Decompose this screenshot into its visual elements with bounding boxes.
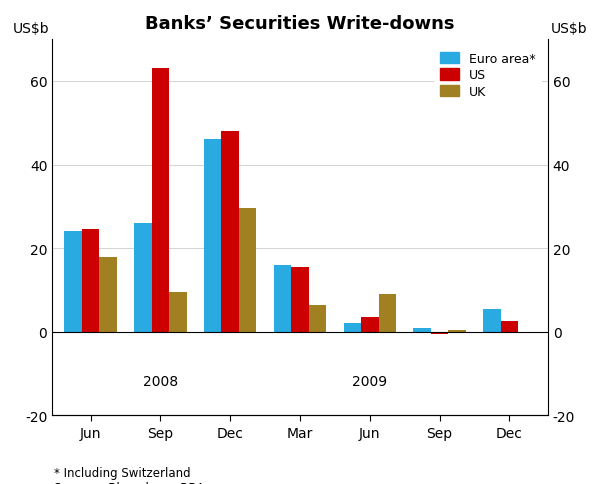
Text: US$b: US$b: [13, 22, 49, 36]
Bar: [274, 265, 291, 332]
Title: Banks’ Securities Write-downs: Banks’ Securities Write-downs: [145, 15, 455, 33]
Bar: [82, 230, 100, 332]
Bar: [134, 224, 152, 332]
Bar: [204, 140, 221, 332]
Bar: [221, 132, 239, 332]
Bar: [309, 305, 326, 332]
Text: US$b: US$b: [551, 22, 587, 36]
Bar: [100, 257, 117, 332]
Bar: [483, 309, 500, 332]
Text: 2009: 2009: [352, 374, 388, 388]
Text: 2008: 2008: [143, 374, 178, 388]
Bar: [448, 330, 466, 332]
Bar: [500, 322, 518, 332]
Bar: [431, 332, 448, 334]
Bar: [239, 209, 256, 332]
Legend: Euro area*, US, UK: Euro area*, US, UK: [434, 46, 542, 105]
Bar: [379, 295, 396, 332]
Bar: [169, 292, 187, 332]
Text: * Including Switzerland: * Including Switzerland: [54, 466, 191, 479]
Bar: [291, 268, 309, 332]
Bar: [64, 232, 82, 332]
Bar: [361, 318, 379, 332]
Bar: [344, 324, 361, 332]
Bar: [413, 328, 431, 332]
Bar: [152, 69, 169, 332]
Text: Sources: Bloomberg; RBA: Sources: Bloomberg; RBA: [54, 481, 205, 484]
